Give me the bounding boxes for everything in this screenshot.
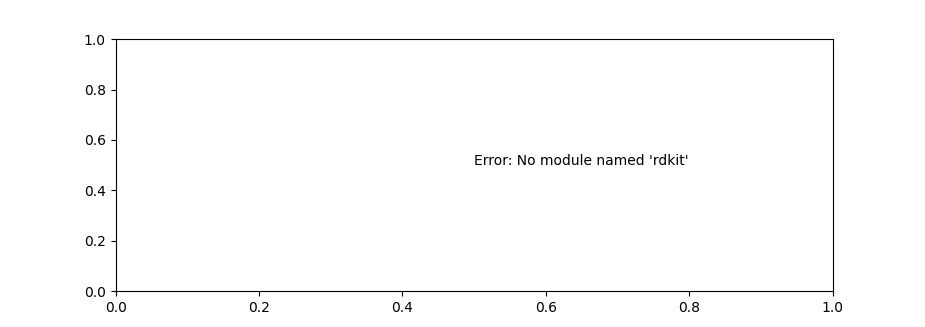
Text: Error: No module named 'rdkit': Error: No module named 'rdkit' (474, 154, 689, 168)
